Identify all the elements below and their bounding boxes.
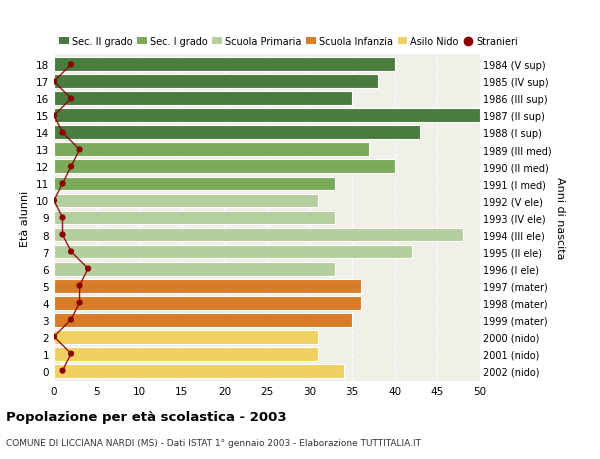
- Bar: [54, 109, 480, 123]
- Bar: [54, 364, 344, 378]
- Bar: [54, 245, 412, 259]
- Point: [83, 265, 93, 273]
- Point: [58, 214, 67, 222]
- Bar: [54, 211, 335, 225]
- Text: COMUNE DI LICCIANA NARDI (MS) - Dati ISTAT 1° gennaio 2003 - Elaborazione TUTTIT: COMUNE DI LICCIANA NARDI (MS) - Dati IST…: [6, 438, 421, 447]
- Bar: [54, 92, 352, 106]
- Point: [58, 129, 67, 137]
- Text: Popolazione per età scolastica - 2003: Popolazione per età scolastica - 2003: [6, 410, 287, 423]
- Point: [49, 78, 59, 86]
- Bar: [54, 313, 352, 327]
- Bar: [54, 126, 421, 140]
- Bar: [54, 143, 369, 157]
- Y-axis label: Età alunni: Età alunni: [20, 190, 31, 246]
- Legend: Sec. II grado, Sec. I grado, Scuola Primaria, Scuola Infanzia, Asilo Nido, Stran: Sec. II grado, Sec. I grado, Scuola Prim…: [59, 37, 518, 47]
- Point: [49, 112, 59, 120]
- Point: [66, 350, 76, 358]
- Point: [49, 197, 59, 205]
- Bar: [54, 347, 318, 361]
- Point: [75, 146, 85, 154]
- Bar: [54, 330, 318, 344]
- Bar: [54, 194, 318, 208]
- Point: [75, 282, 85, 290]
- Point: [58, 231, 67, 239]
- Bar: [54, 279, 361, 293]
- Y-axis label: Anni di nascita: Anni di nascita: [555, 177, 565, 259]
- Point: [66, 316, 76, 324]
- Bar: [54, 262, 335, 276]
- Point: [58, 367, 67, 375]
- Bar: [54, 75, 378, 89]
- Point: [66, 248, 76, 256]
- Bar: [54, 160, 395, 174]
- Bar: [54, 177, 335, 191]
- Point: [49, 333, 59, 341]
- Point: [66, 163, 76, 171]
- Point: [66, 62, 76, 69]
- Bar: [54, 228, 463, 242]
- Point: [66, 95, 76, 103]
- Bar: [54, 58, 395, 72]
- Point: [75, 299, 85, 307]
- Point: [58, 180, 67, 188]
- Bar: [54, 296, 361, 310]
